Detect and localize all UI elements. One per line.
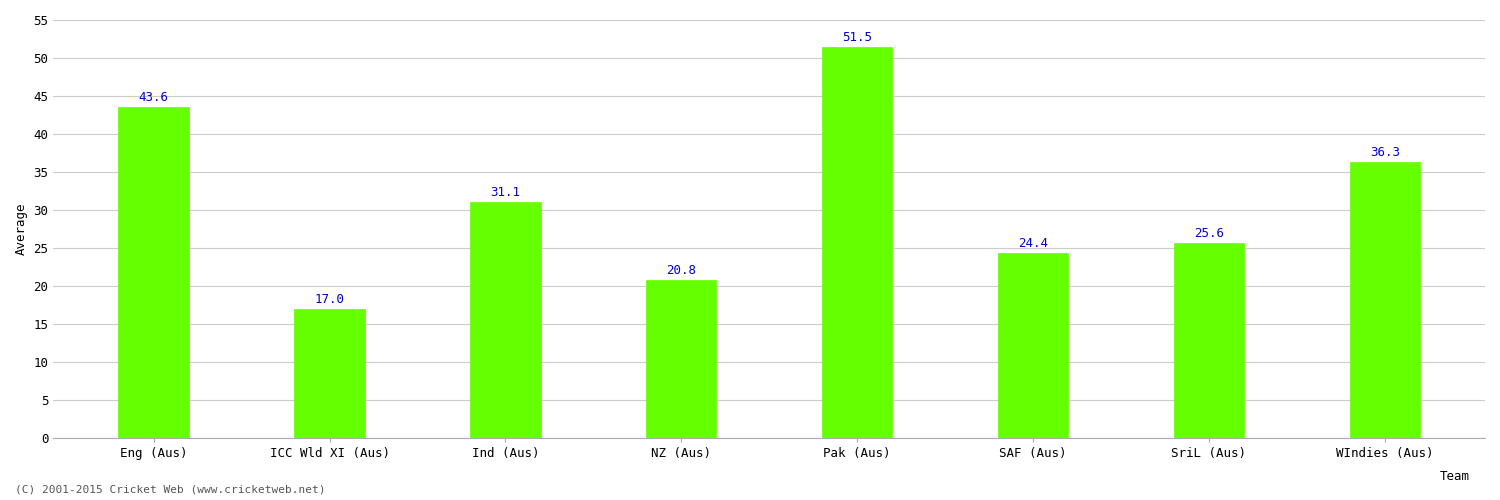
Bar	[646, 280, 717, 438]
Text: Team: Team	[1440, 470, 1470, 483]
Bar	[1350, 162, 1420, 438]
Y-axis label: Average: Average	[15, 202, 28, 255]
Text: 25.6: 25.6	[1194, 228, 1224, 240]
Text: 36.3: 36.3	[1370, 146, 1400, 159]
Bar	[1173, 244, 1244, 438]
Bar	[822, 46, 892, 438]
Text: 17.0: 17.0	[315, 292, 345, 306]
Text: (C) 2001-2015 Cricket Web (www.cricketweb.net): (C) 2001-2015 Cricket Web (www.cricketwe…	[15, 485, 326, 495]
Text: 24.4: 24.4	[1019, 236, 1048, 250]
Bar	[294, 309, 364, 438]
Bar	[470, 202, 540, 438]
Bar	[118, 106, 189, 438]
Bar	[998, 252, 1068, 438]
Text: 20.8: 20.8	[666, 264, 696, 277]
Text: 43.6: 43.6	[138, 90, 168, 104]
Text: 51.5: 51.5	[842, 30, 872, 44]
Text: 31.1: 31.1	[490, 186, 520, 198]
